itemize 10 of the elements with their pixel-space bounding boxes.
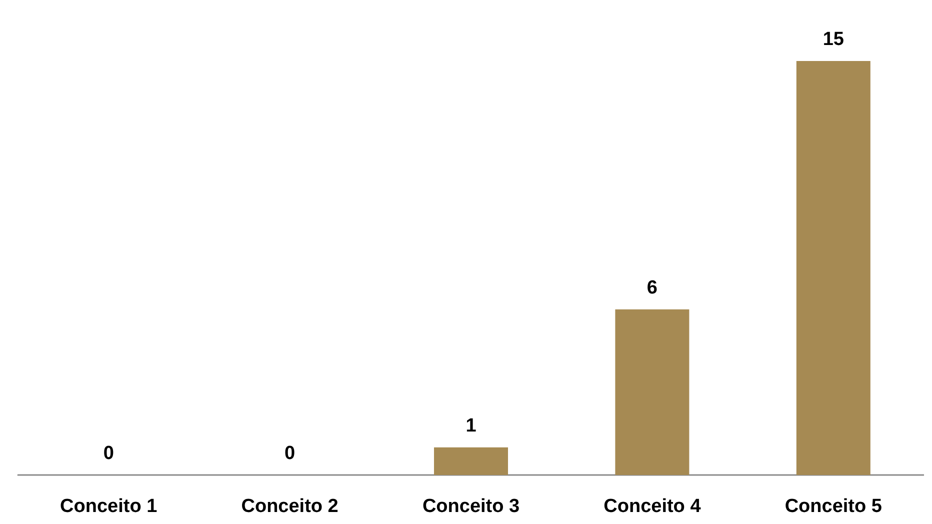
data-label: 1 — [466, 415, 477, 436]
data-label: 6 — [646, 277, 658, 298]
data-label: 15 — [822, 29, 844, 50]
x-tick-label: Conceito 1 — [60, 496, 158, 517]
x-tick-label: Conceito 4 — [604, 496, 702, 517]
data-label: 0 — [103, 443, 114, 464]
x-tick-label: Conceito 2 — [241, 496, 338, 517]
x-tick-label: Conceito 5 — [784, 496, 882, 517]
x-tick-label: Conceito 3 — [422, 496, 520, 517]
data-label: 0 — [284, 443, 296, 464]
